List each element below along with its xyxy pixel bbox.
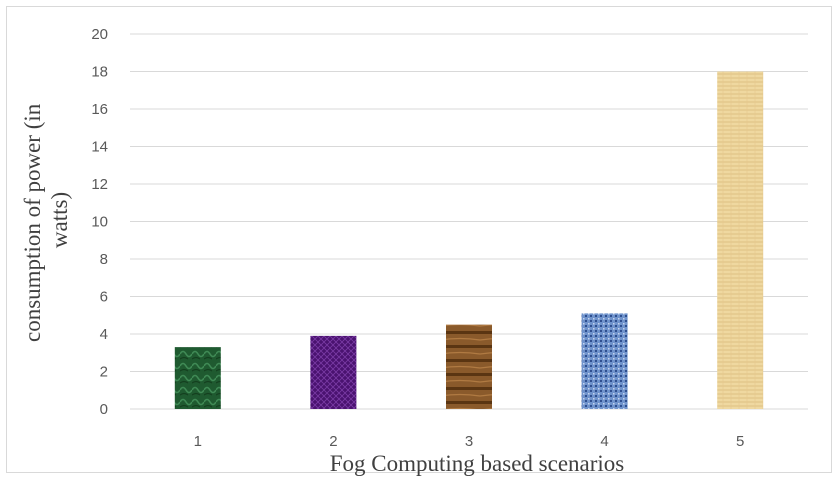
bar-5 bbox=[717, 71, 764, 409]
y-tick-label: 14 bbox=[91, 139, 108, 156]
y-tick-label: 8 bbox=[100, 251, 108, 268]
y-axis-title-line-1: consumption of power (in bbox=[20, 103, 45, 342]
y-tick-label: 12 bbox=[91, 176, 108, 193]
y-tick-label: 20 bbox=[91, 26, 108, 43]
y-tick-label: 6 bbox=[100, 289, 108, 306]
y-tick-label: 0 bbox=[100, 401, 108, 418]
bars bbox=[174, 71, 764, 409]
x-tick-label: 2 bbox=[329, 433, 337, 450]
y-tick-label: 10 bbox=[91, 214, 108, 231]
y-tick-labels: 0 2 4 6 8 10 12 14 16 18 20 bbox=[91, 26, 108, 418]
x-tick-label: 1 bbox=[194, 433, 202, 450]
chart-frame bbox=[6, 6, 832, 473]
gridlines bbox=[130, 33, 808, 410]
x-tick-labels: 1 2 3 4 5 bbox=[194, 433, 745, 450]
x-tick-label: 4 bbox=[600, 433, 608, 450]
bar-3 bbox=[446, 324, 492, 409]
bar-1 bbox=[174, 347, 221, 409]
y-tick-label: 4 bbox=[100, 326, 108, 343]
x-axis-title: Fog Computing based scenarios bbox=[330, 451, 625, 476]
y-axis-title: consumption of power (in watts) bbox=[20, 98, 72, 342]
y-axis-title-line-2: watts) bbox=[47, 192, 72, 248]
y-tick-label: 16 bbox=[91, 101, 108, 118]
x-tick-label: 5 bbox=[736, 433, 744, 450]
x-tick-label: 3 bbox=[465, 433, 473, 450]
bar-4 bbox=[581, 313, 628, 409]
y-tick-label: 18 bbox=[91, 64, 108, 81]
y-tick-label: 2 bbox=[100, 364, 108, 381]
bar-2 bbox=[310, 335, 357, 409]
